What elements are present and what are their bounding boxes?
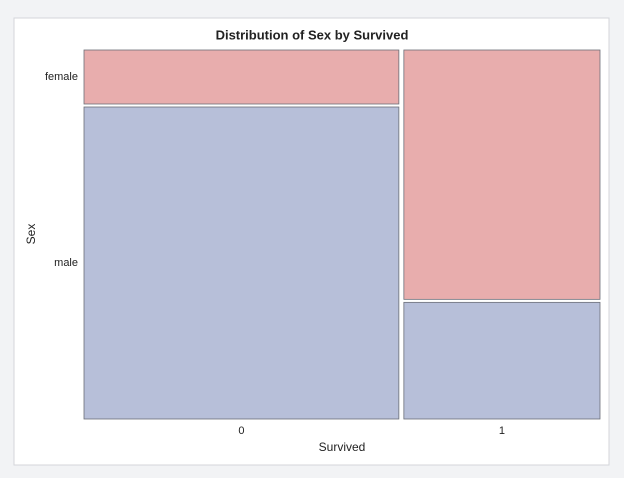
y-tick-label: male <box>54 257 78 269</box>
x-axis-label: Survived <box>319 440 366 454</box>
x-tick-label: 1 <box>499 425 505 437</box>
mosaic-cell <box>83 49 400 105</box>
x-tick-label: 0 <box>238 425 244 437</box>
mosaic-cell <box>83 106 400 420</box>
mosaic-cell <box>403 301 601 420</box>
y-axis-label: Sex <box>24 224 38 245</box>
chart-title: Distribution of Sex by Survived <box>216 27 409 42</box>
y-tick-label: female <box>45 71 78 83</box>
mosaic-cell <box>403 49 601 300</box>
